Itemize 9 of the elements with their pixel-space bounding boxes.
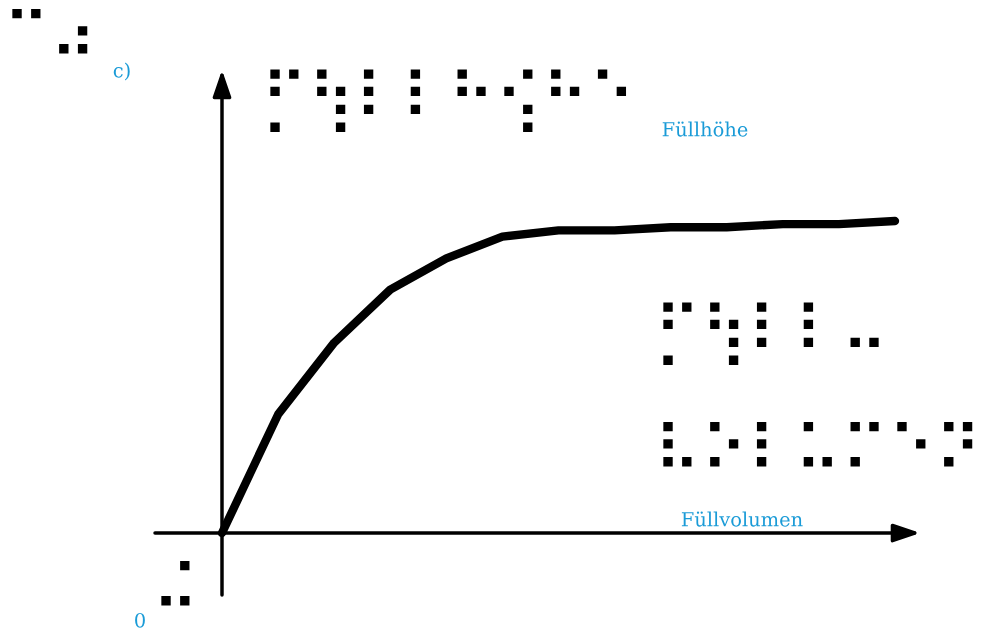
x-axis-title: Füllvolumen [681, 511, 803, 527]
annotation: ⠧⠕⠇⠥⠍⠑⠝ [663, 421, 973, 467]
text: ⠉⠴ [12, 8, 88, 54]
text: ⠬ [161, 560, 190, 606]
text: 0 [135, 612, 145, 628]
y-axis-title: Füllhöhe [662, 121, 748, 137]
annotation: ⡋⢳⠇⠇⠤ [663, 302, 879, 365]
text: c) [113, 62, 130, 81]
text: ⡋⢳⠇⠇⠓⢪⠓⠑ [270, 69, 627, 132]
